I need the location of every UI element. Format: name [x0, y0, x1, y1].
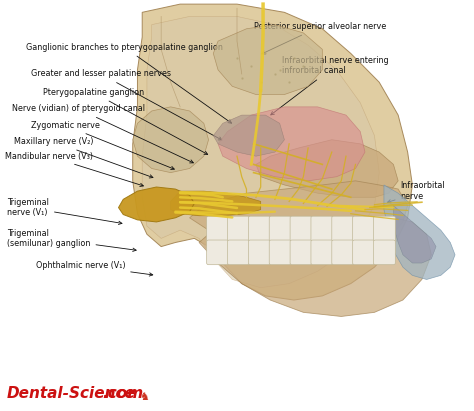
FancyBboxPatch shape	[248, 240, 270, 265]
FancyBboxPatch shape	[228, 240, 249, 265]
Text: .com: .com	[102, 386, 143, 401]
Text: Zygomatic nerve: Zygomatic nerve	[31, 121, 174, 169]
Text: Infraorbital nerve entering
infrorbital canal: Infraorbital nerve entering infrorbital …	[271, 56, 389, 115]
Polygon shape	[213, 25, 322, 95]
FancyBboxPatch shape	[311, 216, 333, 242]
FancyBboxPatch shape	[332, 216, 354, 242]
Text: Nerve (vidian) of pterygoid canal: Nerve (vidian) of pterygoid canal	[12, 104, 193, 163]
Text: Greater and lesser palatine nerves: Greater and lesser palatine nerves	[31, 69, 222, 140]
FancyBboxPatch shape	[353, 240, 374, 265]
Polygon shape	[218, 107, 365, 181]
Polygon shape	[133, 4, 412, 300]
Polygon shape	[393, 206, 436, 263]
FancyBboxPatch shape	[332, 240, 354, 265]
Polygon shape	[133, 107, 209, 173]
Text: Trigeminal
nerve (V₁): Trigeminal nerve (V₁)	[7, 198, 122, 224]
Text: ♞: ♞	[139, 392, 149, 402]
FancyBboxPatch shape	[207, 240, 228, 265]
Text: Infraorbital
nerve: Infraorbital nerve	[387, 181, 445, 203]
Polygon shape	[256, 140, 398, 197]
FancyBboxPatch shape	[207, 216, 228, 242]
Polygon shape	[384, 185, 455, 279]
Polygon shape	[199, 218, 431, 316]
Polygon shape	[190, 181, 408, 255]
FancyBboxPatch shape	[374, 216, 395, 242]
Text: Ganglionic branches to pterygopalatine ganglion: Ganglionic branches to pterygopalatine g…	[26, 43, 232, 123]
FancyBboxPatch shape	[311, 240, 333, 265]
Text: Ophthalmic nerve (V₁): Ophthalmic nerve (V₁)	[36, 261, 153, 276]
Text: Pterygopalatine ganglion: Pterygopalatine ganglion	[43, 88, 208, 155]
Polygon shape	[171, 191, 261, 216]
FancyBboxPatch shape	[353, 216, 374, 242]
FancyBboxPatch shape	[290, 216, 312, 242]
Text: Trigeminal
(semilunar) ganglion: Trigeminal (semilunar) ganglion	[7, 229, 136, 252]
FancyBboxPatch shape	[374, 240, 395, 265]
Polygon shape	[118, 187, 194, 222]
Polygon shape	[213, 115, 284, 156]
Text: Posterior superior alveolar nerve: Posterior superior alveolar nerve	[254, 22, 386, 54]
Text: Mandibular nerve (V₃): Mandibular nerve (V₃)	[5, 152, 144, 187]
FancyBboxPatch shape	[228, 216, 249, 242]
FancyBboxPatch shape	[269, 240, 291, 265]
FancyBboxPatch shape	[269, 216, 291, 242]
FancyBboxPatch shape	[248, 216, 270, 242]
Polygon shape	[142, 16, 379, 288]
Text: Maxillary nerve (V₂): Maxillary nerve (V₂)	[14, 137, 153, 178]
Text: Dental-Science: Dental-Science	[7, 386, 136, 401]
FancyBboxPatch shape	[290, 240, 312, 265]
